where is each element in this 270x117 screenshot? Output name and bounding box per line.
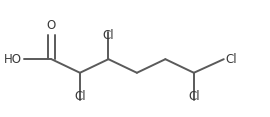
Text: Cl: Cl xyxy=(103,29,114,42)
Text: O: O xyxy=(47,19,56,32)
Text: Cl: Cl xyxy=(188,90,200,103)
Text: HO: HO xyxy=(4,53,22,66)
Text: Cl: Cl xyxy=(225,53,237,66)
Text: Cl: Cl xyxy=(74,90,86,103)
